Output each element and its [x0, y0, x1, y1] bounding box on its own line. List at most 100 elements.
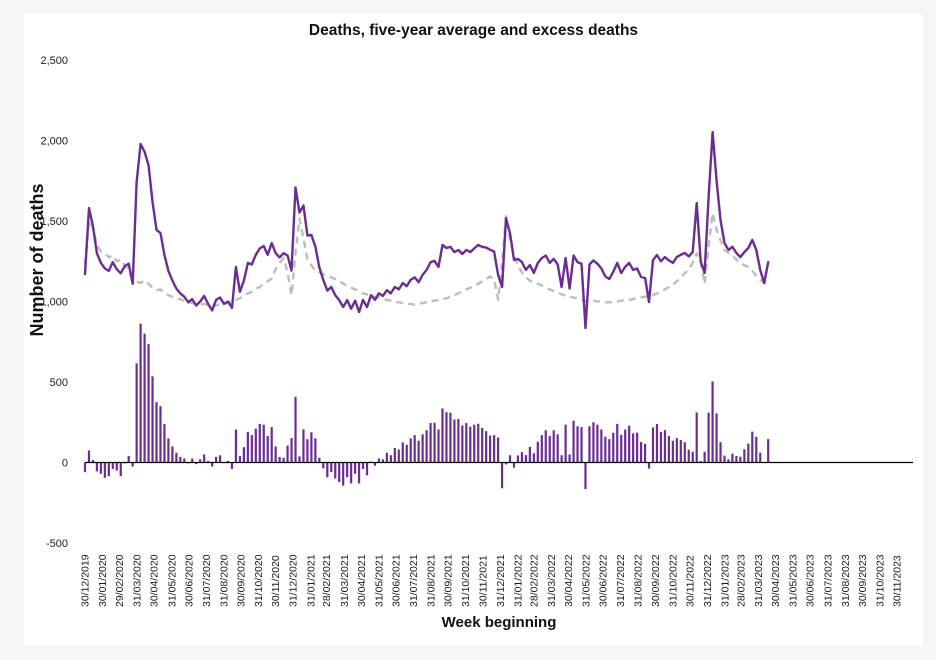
- excess-deaths-bar: [751, 431, 754, 463]
- excess-deaths-bar: [107, 462, 110, 477]
- excess-deaths-bar: [294, 396, 297, 463]
- excess-deaths-bar: [600, 429, 603, 463]
- x-tick-label: 31/01/2021: [305, 554, 317, 607]
- excess-deaths-bar: [429, 423, 432, 463]
- x-tick-label: 30/09/2021: [443, 554, 455, 607]
- excess-deaths-bar: [703, 451, 706, 463]
- excess-deaths-bar: [322, 462, 325, 469]
- x-tick-label: 28/02/2022: [528, 554, 540, 607]
- excess-deaths-bar: [516, 455, 520, 463]
- excess-deaths-bar: [330, 462, 333, 473]
- excess-deaths-bar: [357, 462, 361, 484]
- excess-deaths-bar: [199, 459, 202, 463]
- excess-deaths-bar: [691, 451, 694, 463]
- excess-deaths-bar: [441, 408, 444, 463]
- excess-deaths-bar: [87, 450, 91, 463]
- excess-deaths-bar: [373, 462, 377, 466]
- excess-deaths-bar: [354, 462, 357, 474]
- excess-deaths-bar: [572, 420, 575, 463]
- excess-deaths-bar: [679, 439, 682, 463]
- excess-deaths-bar: [131, 462, 134, 467]
- x-tick-label: 30/04/2022: [563, 554, 575, 607]
- excess-deaths-bar: [218, 455, 222, 463]
- y-tick-label: 0: [62, 458, 68, 470]
- x-tick-label: 31/07/2020: [201, 554, 213, 607]
- excess-deaths-bar: [564, 424, 567, 463]
- excess-deaths-bar: [683, 442, 686, 463]
- x-tick-label: 30/06/2021: [391, 554, 403, 607]
- excess-deaths-bar: [532, 453, 535, 463]
- excess-deaths-bar: [592, 422, 595, 463]
- excess-deaths-bar: [481, 427, 484, 463]
- excess-deaths-bar: [739, 456, 742, 463]
- excess-deaths-bar: [381, 459, 384, 463]
- x-tick-label: 31/07/2021: [408, 554, 420, 607]
- excess-deaths-bar: [500, 462, 504, 489]
- excess-deaths-bar: [632, 433, 635, 463]
- x-tick-label: 29/02/2020: [114, 554, 126, 607]
- excess-deaths-bar: [342, 462, 345, 486]
- excess-deaths-bar: [528, 446, 531, 463]
- x-tick-label: 31/08/2023: [840, 554, 852, 607]
- excess-deaths-bar: [719, 442, 722, 463]
- excess-deaths-bar: [671, 440, 674, 463]
- y-tick-label: -500: [46, 538, 68, 550]
- x-tick-label: 30/11/2020: [270, 555, 282, 607]
- excess-deaths-bar: [496, 437, 500, 463]
- excess-deaths-bar: [179, 456, 182, 463]
- x-tick-label: 31/08/2022: [633, 554, 645, 607]
- x-tick-label: 30/09/2023: [857, 554, 869, 607]
- excess-deaths-bar: [266, 435, 269, 463]
- excess-deaths-bar: [643, 443, 647, 463]
- excess-deaths-bar: [651, 427, 655, 463]
- excess-deaths-bar: [560, 455, 563, 463]
- excess-deaths-bar: [389, 455, 392, 463]
- excess-deaths-bar: [377, 458, 381, 463]
- excess-deaths-bar: [504, 462, 508, 465]
- excess-deaths-bar: [238, 456, 242, 463]
- excess-deaths-bar: [576, 426, 579, 463]
- x-tick-label: 30/06/2023: [805, 554, 817, 607]
- excess-deaths-bar: [616, 423, 619, 463]
- x-tick-label: 31/10/2022: [667, 554, 679, 607]
- excess-deaths-bars: [83, 323, 770, 490]
- excess-deaths-bar: [262, 424, 265, 463]
- x-tick-label: 31/05/2020: [166, 554, 178, 607]
- excess-deaths-bar: [230, 462, 234, 469]
- excess-deaths-bar: [457, 419, 460, 463]
- excess-deaths-bar: [767, 439, 770, 463]
- excess-deaths-bar: [338, 462, 341, 482]
- excess-deaths-bar: [326, 462, 329, 478]
- excess-deaths-bar: [707, 412, 710, 463]
- excess-deaths-bar: [393, 448, 396, 463]
- excess-deaths-bar: [286, 445, 289, 463]
- excess-deaths-bar: [548, 435, 551, 463]
- x-tick-label: 31/10/2023: [875, 554, 887, 607]
- excess-deaths-bar: [95, 462, 99, 472]
- excess-deaths-bar: [421, 434, 424, 463]
- x-axis-title: Week beginning: [441, 614, 557, 631]
- excess-deaths-bar: [159, 406, 162, 463]
- excess-deaths-bar: [493, 435, 496, 463]
- excess-deaths-bar: [246, 431, 249, 463]
- excess-deaths-bar: [663, 430, 667, 463]
- x-tick-label: 30/04/2021: [356, 554, 368, 607]
- excess-deaths-bar: [755, 436, 758, 463]
- excess-deaths-bar: [155, 402, 158, 463]
- excess-deaths-bar: [647, 462, 651, 469]
- y-tick-label: 1,000: [40, 297, 68, 309]
- excess-deaths-bar: [465, 423, 468, 463]
- excess-deaths-bar: [211, 462, 214, 467]
- excess-deaths-bar: [552, 430, 555, 463]
- x-tick-label: 31/07/2022: [615, 554, 627, 607]
- excess-deaths-bar: [508, 455, 512, 463]
- excess-deaths-bar: [584, 462, 587, 490]
- y-tick-label: 500: [50, 377, 68, 389]
- y-tick-label: 2,000: [40, 136, 68, 148]
- excess-deaths-bar: [226, 460, 230, 463]
- excess-deaths-bar: [234, 429, 238, 463]
- excess-deaths-bar: [628, 425, 631, 463]
- excess-deaths-bar: [711, 381, 714, 463]
- excess-deaths-bar: [659, 431, 663, 463]
